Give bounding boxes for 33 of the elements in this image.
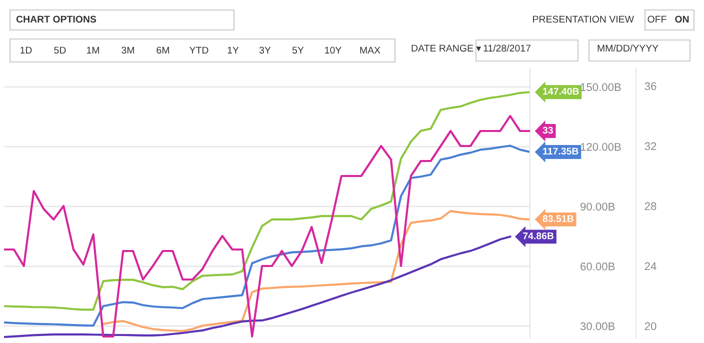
y2-tick-label: 20 xyxy=(644,322,656,330)
y2-tick-label: 28 xyxy=(644,202,656,210)
text: 5D xyxy=(54,46,66,54)
y2-tick-label: 24 xyxy=(644,262,656,270)
text: MAX xyxy=(360,46,380,54)
text: 3Y xyxy=(259,46,271,54)
data-label: 117.35B xyxy=(543,148,578,155)
text: 10Y xyxy=(325,46,342,54)
text: 1Y xyxy=(228,46,239,54)
text: CHART OPTIONS xyxy=(16,16,96,23)
y2-tick-label: 36 xyxy=(644,82,656,90)
text: 1D xyxy=(20,46,32,54)
text: 11/28/2017 xyxy=(484,44,530,52)
text: 5Y xyxy=(292,46,304,54)
y-tick-label: 60.00B xyxy=(580,262,615,270)
text: 1M xyxy=(86,46,99,54)
text: MM/DD/YYYY xyxy=(598,44,658,52)
y-tick-label: 30.00B xyxy=(580,322,615,330)
data-label: 74.86B xyxy=(523,232,554,240)
line-series xyxy=(4,236,512,338)
y-tick-label: 90.00B xyxy=(580,202,615,211)
text: DATE RANGE ▾ xyxy=(412,44,482,52)
data-label: 147.40B xyxy=(543,88,579,95)
text: OFF xyxy=(648,16,666,23)
y-tick-label: 120.00B xyxy=(580,142,621,151)
data-label: 83.51B xyxy=(542,215,574,222)
data-label: 33 xyxy=(542,126,553,134)
text: 3M xyxy=(122,46,134,54)
text: ON xyxy=(675,16,689,23)
y2-tick-label: 32 xyxy=(644,142,656,150)
text: YTD xyxy=(189,46,208,54)
text: PRESENTATION VIEW xyxy=(533,16,634,23)
text: 6M xyxy=(156,46,169,54)
